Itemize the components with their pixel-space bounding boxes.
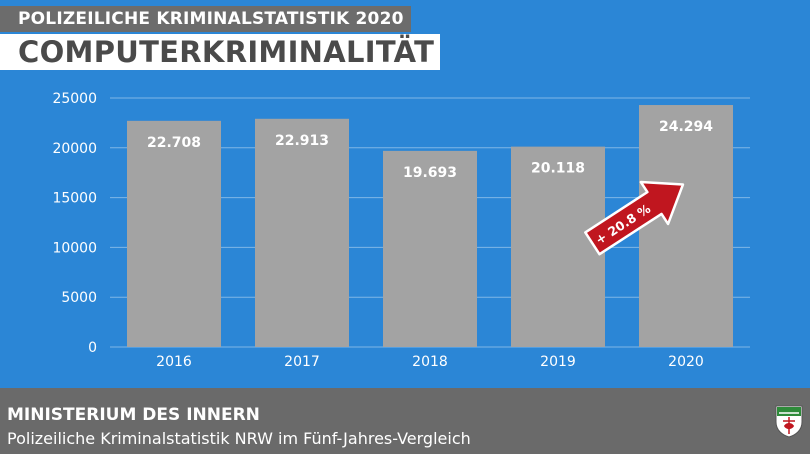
y-tick-label: 5000	[61, 290, 97, 306]
y-tick-label: 10000	[52, 240, 97, 256]
ministry-name: MINISTERIUM DES INNERN	[7, 405, 260, 425]
data-label-2018: 19.693	[403, 165, 457, 181]
bar-2017	[255, 118, 349, 347]
arrow-shape	[584, 180, 685, 256]
x-tick-label: 2019	[540, 354, 576, 370]
bar-2016	[127, 120, 221, 347]
data-label-2017: 22.913	[275, 133, 329, 149]
footer-subline: Polizeiliche Kriminalstatistik NRW im Fü…	[7, 429, 471, 448]
y-tick-label: 15000	[52, 191, 97, 207]
x-tick-label: 2016	[156, 354, 192, 370]
bar-2019	[511, 146, 605, 347]
data-label-2020: 24.294	[659, 119, 713, 135]
bar-chart: 22.708 22.913 19.693 20.118 24.294 2016 2017 2…	[52, 91, 750, 370]
bar-2018	[383, 150, 477, 347]
x-tick-label: 2017	[284, 354, 320, 370]
data-label-2019: 20.118	[531, 161, 585, 177]
page-title: COMPUTERKRIMINALITÄT	[0, 34, 440, 70]
y-tick-label: 20000	[52, 141, 97, 157]
bar-2020	[639, 105, 733, 347]
x-tick-label: 2018	[412, 354, 448, 370]
data-label-2016: 22.708	[147, 135, 201, 151]
footer-bar: MINISTERIUM DES INNERN Polizeiliche Krim…	[0, 388, 810, 454]
x-tick-label: 2020	[668, 354, 704, 370]
kicker-label: POLIZEILICHE KRIMINALSTATISTIK 2020	[0, 6, 411, 32]
y-tick-label: 0	[88, 340, 97, 356]
y-tick-label: 25000	[52, 91, 97, 107]
nrw-coat-of-arms-icon	[775, 405, 803, 438]
